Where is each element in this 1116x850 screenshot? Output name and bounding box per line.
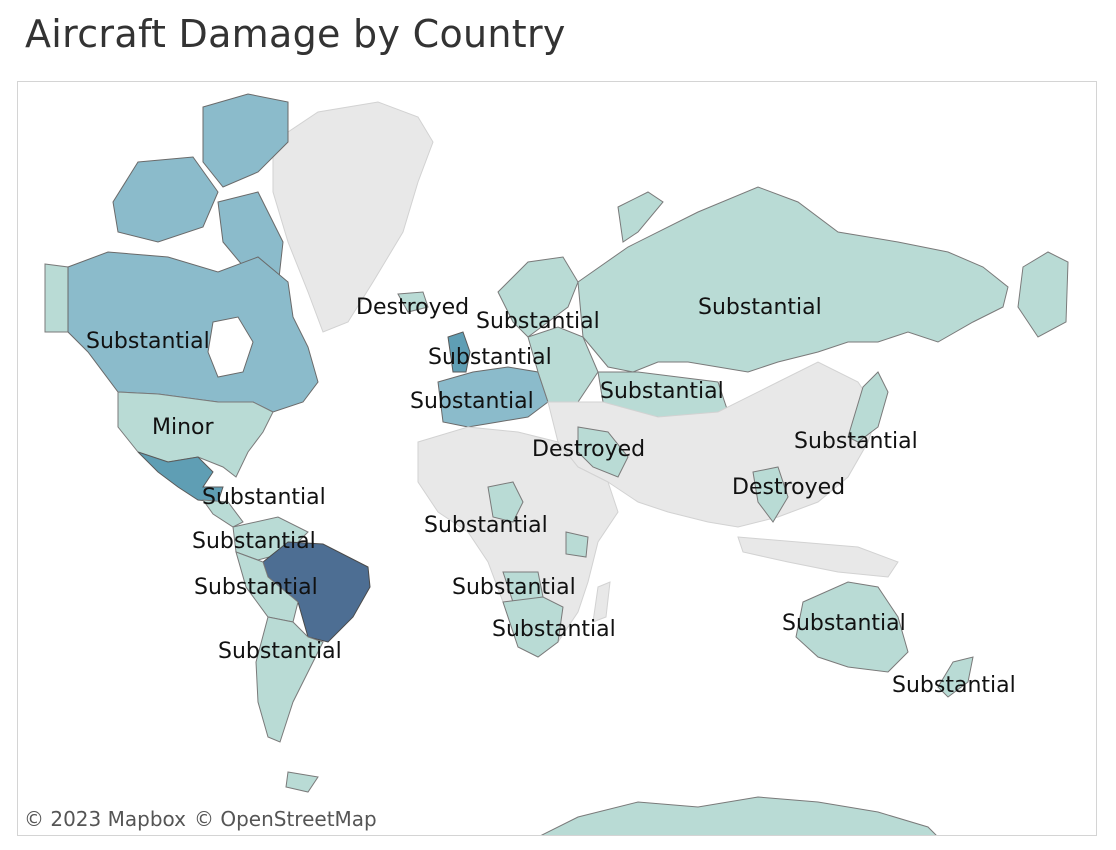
label-south-africa: Substantial: [492, 617, 616, 642]
label-western-europe: Substantial: [410, 389, 534, 414]
label-west-africa: Substantial: [424, 513, 548, 538]
label-middle-east: Destroyed: [532, 437, 645, 462]
falklands-region[interactable]: [286, 772, 318, 792]
label-iceland: Destroyed: [356, 295, 469, 320]
label-new-zealand: Substantial: [892, 673, 1016, 698]
russia-east-region[interactable]: [1018, 252, 1068, 337]
madagascar-region[interactable]: [593, 582, 610, 622]
label-uk: Substantial: [428, 345, 552, 370]
label-angola: Substantial: [452, 575, 576, 600]
indonesia-region[interactable]: [738, 537, 898, 577]
osm-attribution-link[interactable]: © OpenStreetMap: [194, 807, 377, 831]
label-australia: Substantial: [782, 611, 906, 636]
label-central-america: Substantial: [202, 485, 326, 510]
map-attribution: © 2023 Mapbox © OpenStreetMap: [20, 804, 391, 834]
alaska-region[interactable]: [45, 264, 68, 332]
east-africa-region[interactable]: [566, 532, 588, 557]
label-argentina: Substantial: [218, 639, 342, 664]
label-japan: Substantial: [794, 429, 918, 454]
label-brazil: Substantial: [194, 575, 318, 600]
label-usa: Minor: [152, 415, 214, 440]
label-russia: Substantial: [698, 295, 822, 320]
label-southeast-asia: Destroyed: [732, 475, 845, 500]
canada-islands2-region[interactable]: [113, 157, 218, 242]
label-scandinavia: Substantial: [476, 309, 600, 334]
label-ukraine: Substantial: [600, 379, 724, 404]
label-canada: Substantial: [86, 329, 210, 354]
mapbox-attribution-link[interactable]: © 2023 Mapbox: [24, 807, 186, 831]
label-colombia: Substantial: [192, 529, 316, 554]
antarctica-region[interactable]: [538, 797, 938, 836]
page-title: Aircraft Damage by Country: [25, 12, 566, 56]
